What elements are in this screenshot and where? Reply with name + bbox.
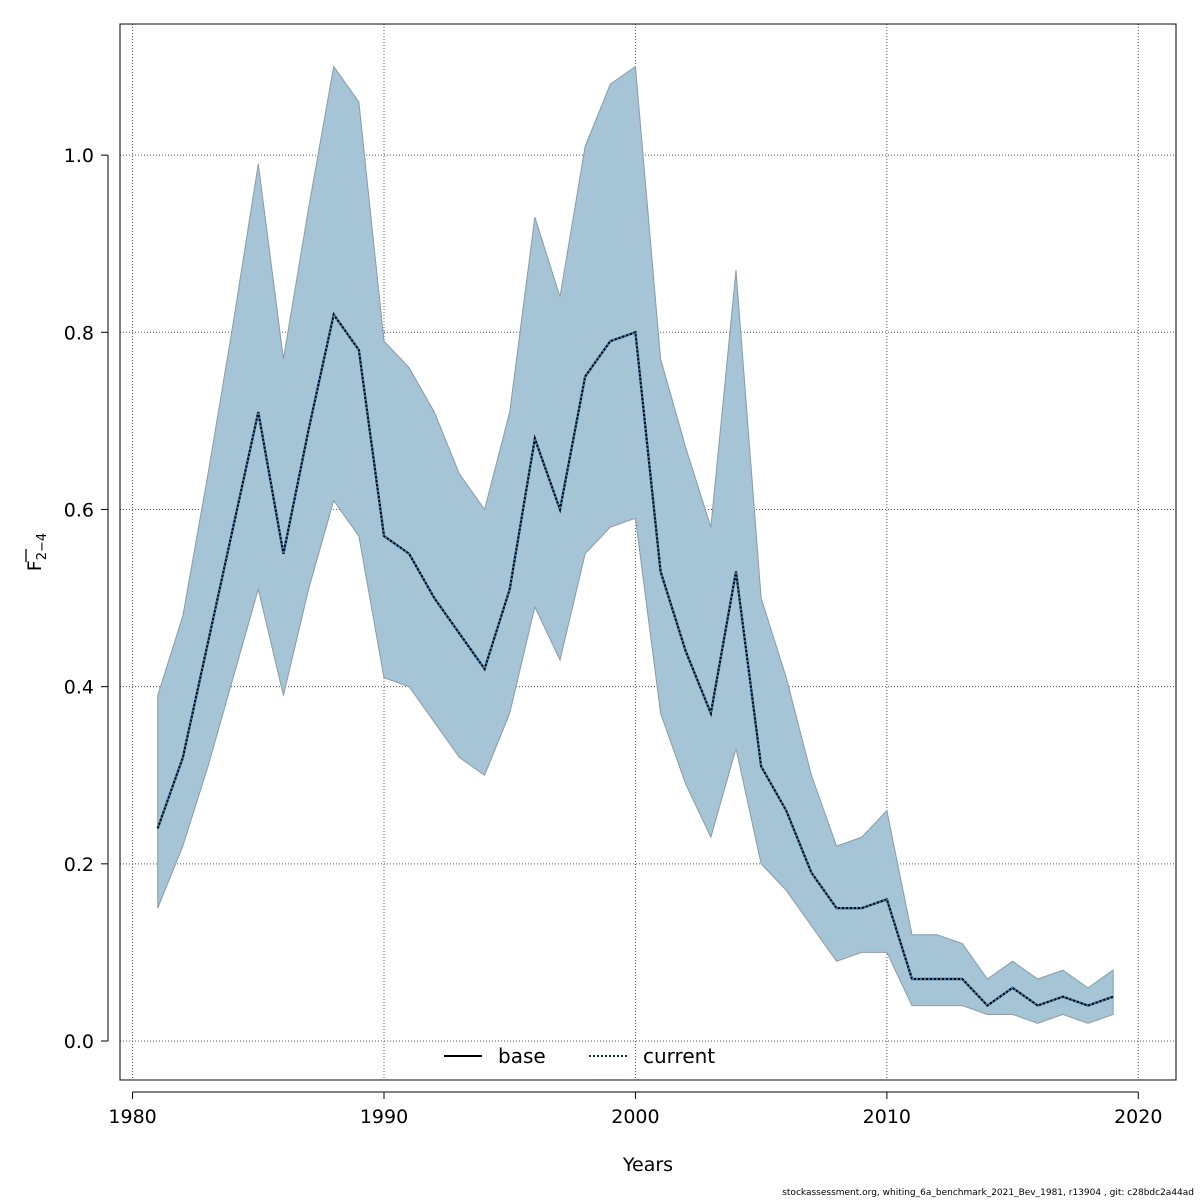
y-tick-label: 1.0 <box>64 145 94 167</box>
line-layer <box>156 311 1114 1008</box>
y-tick-label: 0.4 <box>64 677 94 699</box>
legend-base-label: base <box>498 1044 546 1068</box>
y-tick-label: 0.2 <box>64 854 94 876</box>
y-tick-label: 0.8 <box>64 322 94 344</box>
x-tick-label: 2020 <box>1114 1106 1162 1128</box>
y-axis-title: F2−4 <box>24 533 50 571</box>
y-axis-title-sub: 2−4 <box>35 533 50 560</box>
y-tick-label: 0.0 <box>64 1031 94 1053</box>
legend: base current <box>444 1044 715 1068</box>
x-tick-label: 1990 <box>360 1106 408 1128</box>
confidence-band <box>157 65 1114 1024</box>
legend-current-label: current <box>643 1044 715 1068</box>
band-layer <box>157 65 1114 1024</box>
x-tick-label: 2010 <box>863 1106 911 1128</box>
y-axis-title-main: F <box>24 560 46 571</box>
axis-layer: 1980 1990 2000 2010 2020 0.0 0.2 0.4 0.6 0.8 1.0 <box>64 145 1163 1128</box>
series-current-line <box>156 311 1114 1008</box>
y-tick-label: 0.6 <box>64 499 94 521</box>
plot-frame <box>119 23 1177 1081</box>
x-tick-label: 2000 <box>611 1106 659 1128</box>
footer-credit: stockassessment.org, whiting_6a_benchmar… <box>782 1188 1194 1198</box>
x-axis-title: Years <box>622 1154 673 1176</box>
svg-text:F2−4: F2−4 <box>24 533 50 571</box>
x-tick-label: 1980 <box>108 1106 156 1128</box>
